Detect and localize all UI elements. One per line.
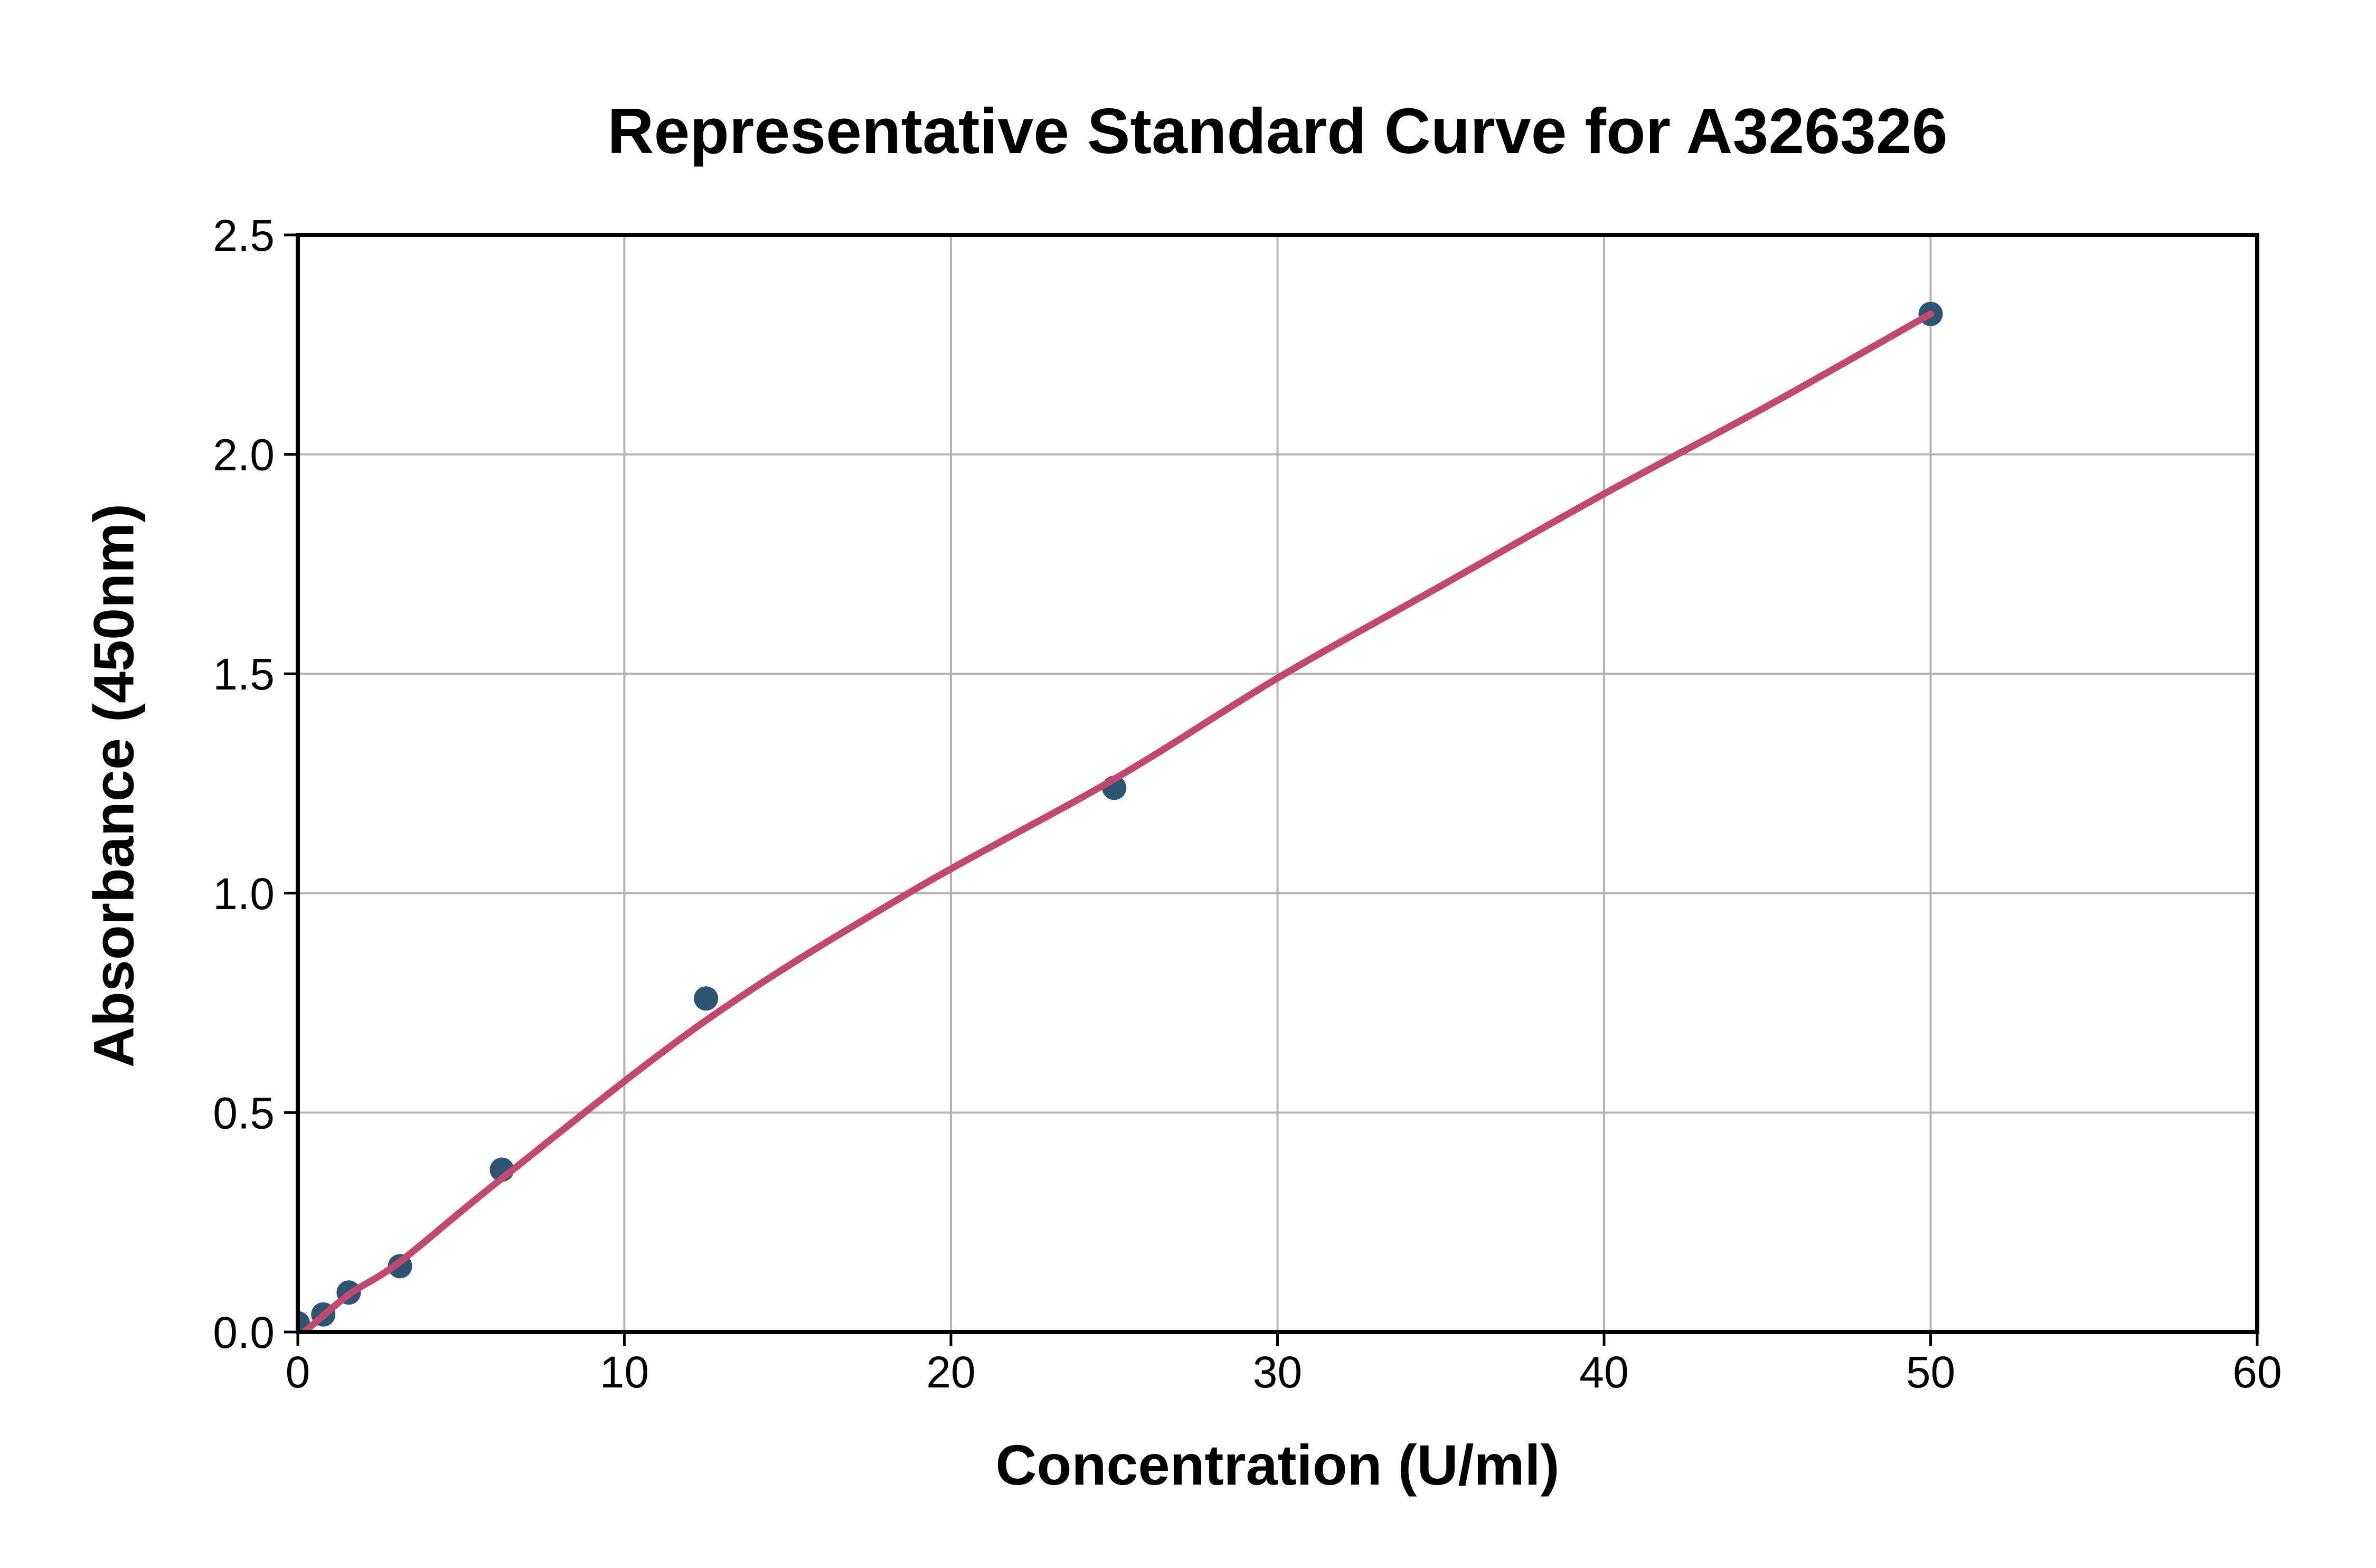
fit-curve-line [300, 310, 1934, 1332]
x-tick-label: 10 [600, 1347, 649, 1397]
x-tick-label: 30 [1253, 1347, 1302, 1397]
x-tick-label: 0 [286, 1347, 310, 1397]
y-tick-label: 2.0 [213, 430, 275, 480]
y-tick-label: 1.5 [213, 649, 275, 699]
data-point [694, 986, 719, 1011]
y-tick-label: 0.5 [213, 1088, 275, 1138]
data-points-group [298, 301, 1943, 1332]
y-axis-label: Absorbance (450nm) [81, 503, 146, 1068]
y-tick-label: 2.5 [213, 211, 275, 260]
chart-title: Representative Standard Curve for A32632… [607, 95, 1948, 167]
x-tick-label: 50 [1906, 1347, 1955, 1397]
x-axis-label: Concentration (U/ml) [995, 1433, 1560, 1497]
x-tick-label: 20 [926, 1347, 975, 1397]
x-tick-label: 40 [1579, 1347, 1628, 1397]
x-tick-label: 60 [2232, 1347, 2281, 1397]
ticks: 0 10 20 30 40 50 60 0.0 0.5 1.0 1.5 2.0 2.5 [213, 211, 2282, 1397]
y-tick-label: 1.0 [213, 869, 275, 919]
y-tick-label: 0.0 [213, 1308, 275, 1357]
gridlines [298, 235, 2257, 1332]
